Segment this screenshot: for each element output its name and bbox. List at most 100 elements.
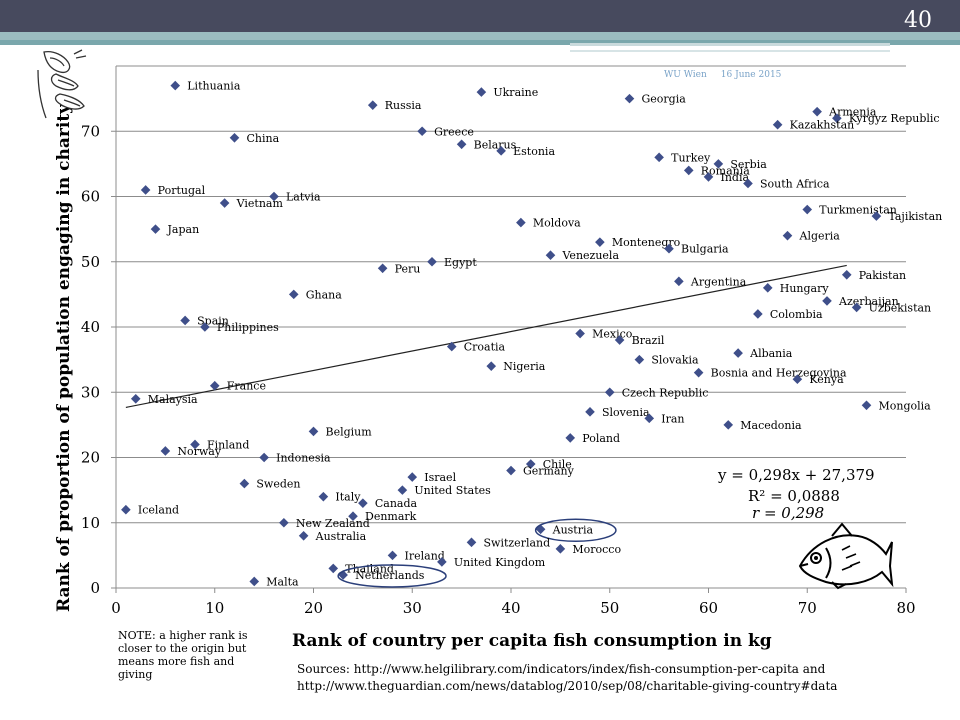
- data-point: [634, 354, 645, 365]
- data-point: [279, 517, 289, 528]
- data-point: [525, 459, 536, 469]
- data-label: United States: [414, 484, 491, 497]
- data-label: Iran: [661, 412, 684, 425]
- data-label: Belgium: [326, 425, 373, 438]
- data-label: Peru: [395, 262, 421, 275]
- data-point: [535, 524, 546, 535]
- data-label: Ukraine: [493, 86, 538, 99]
- data-point: [190, 439, 200, 450]
- data-label: Malta: [266, 575, 299, 588]
- data-label: Hungary: [780, 282, 830, 295]
- data-point: [466, 537, 477, 548]
- data-point: [654, 152, 664, 163]
- data-label: Norway: [177, 445, 221, 458]
- data-label: Mexico: [592, 328, 633, 341]
- data-point: [130, 393, 141, 404]
- data-label: France: [227, 380, 266, 393]
- data-label: Colombia: [770, 308, 823, 321]
- data-point: [298, 531, 309, 541]
- data-label: Serbia: [730, 158, 767, 171]
- x-tick-label: 30: [403, 599, 422, 617]
- data-label: Canada: [375, 497, 418, 510]
- data-label: Macedonia: [740, 419, 802, 432]
- data-label: Bulgaria: [681, 243, 729, 256]
- data-point: [209, 380, 220, 391]
- data-point: [476, 87, 487, 97]
- praying-hands-icon: [37, 49, 87, 119]
- data-label: Sweden: [256, 478, 300, 491]
- data-label: Portugal: [158, 184, 206, 197]
- y-tick-label: 30: [81, 383, 100, 401]
- data-label: Ghana: [306, 288, 343, 301]
- x-tick-label: 50: [600, 599, 619, 617]
- regression-equation: y = 0,298x + 27,379: [718, 466, 875, 484]
- data-point: [259, 452, 269, 463]
- data-label: Slovakia: [651, 354, 699, 367]
- data-point: [604, 387, 615, 398]
- data-label: China: [247, 132, 280, 145]
- data-label: Italy: [335, 491, 361, 504]
- data-label: Argentina: [690, 275, 747, 288]
- data-point: [762, 283, 773, 293]
- r-squared: R² = 0,0888: [748, 487, 840, 505]
- data-label: Kazakhstan: [790, 119, 855, 132]
- data-label: Austria: [552, 523, 594, 536]
- data-point: [792, 374, 803, 384]
- data-point: [545, 250, 556, 261]
- data-point: [575, 328, 585, 339]
- data-point: [851, 302, 862, 313]
- data-point: [693, 367, 704, 378]
- data-point: [417, 126, 427, 137]
- header-highlight: [570, 43, 890, 46]
- slide-number: 40: [904, 8, 932, 33]
- data-point: [565, 433, 576, 443]
- y-tick-label: 20: [81, 449, 100, 467]
- data-point: [140, 185, 151, 195]
- x-axis-label: Rank of country per capita fish consumpt…: [292, 631, 772, 651]
- sources: Sources: http://www.helgilibrary.com/ind…: [297, 661, 837, 695]
- data-label: Netherlands: [355, 569, 425, 582]
- data-point: [812, 106, 822, 117]
- y-tick-label: 0: [90, 579, 100, 597]
- data-point: [871, 211, 882, 221]
- data-label: Indonesia: [276, 452, 331, 465]
- data-label: Poland: [582, 432, 620, 445]
- fish-icon: [798, 522, 894, 590]
- data-label: Albania: [749, 347, 793, 360]
- data-label: Germany: [523, 465, 575, 478]
- data-point: [437, 557, 447, 567]
- data-label: New Zealand: [296, 517, 370, 530]
- y-tick-label: 10: [81, 514, 100, 532]
- watermark-date: 16 June 2015: [720, 70, 782, 80]
- data-label: Denmark: [365, 510, 417, 523]
- data-label: Kyrgyz Republic: [849, 112, 940, 125]
- data-point: [170, 80, 181, 91]
- data-point: [496, 146, 506, 156]
- data-label: Tajikistan: [888, 210, 942, 223]
- data-label: Uzbekistan: [869, 301, 932, 314]
- data-label: Iceland: [138, 504, 179, 517]
- data-point: [377, 263, 388, 274]
- data-point: [802, 204, 813, 215]
- data-label: Mongolia: [879, 399, 932, 412]
- x-tick-label: 0: [111, 599, 121, 617]
- header-highlight-thin: [570, 50, 890, 52]
- data-point: [348, 511, 358, 522]
- data-label: Ireland: [405, 549, 445, 562]
- watermark-org: WU Wien: [664, 70, 707, 80]
- trendline: [125, 264, 847, 408]
- data-label: Armenia: [828, 106, 877, 119]
- data-label: Montenegro: [612, 236, 681, 249]
- data-point: [397, 485, 408, 495]
- y-axis-label: Rank of proportion of population engagin…: [54, 103, 74, 613]
- data-label: Azerbaijan: [838, 295, 899, 308]
- data-point: [753, 309, 763, 319]
- sources-line-2: http://www.theguardian.com/news/datablog…: [297, 679, 838, 693]
- data-point: [595, 237, 605, 247]
- data-label: Philippines: [217, 321, 279, 334]
- watermark: WU Wien 16 June 2015: [664, 70, 795, 80]
- x-tick-label: 10: [205, 599, 224, 617]
- data-label: Croatia: [464, 341, 506, 354]
- y-tick-label: 70: [81, 122, 100, 140]
